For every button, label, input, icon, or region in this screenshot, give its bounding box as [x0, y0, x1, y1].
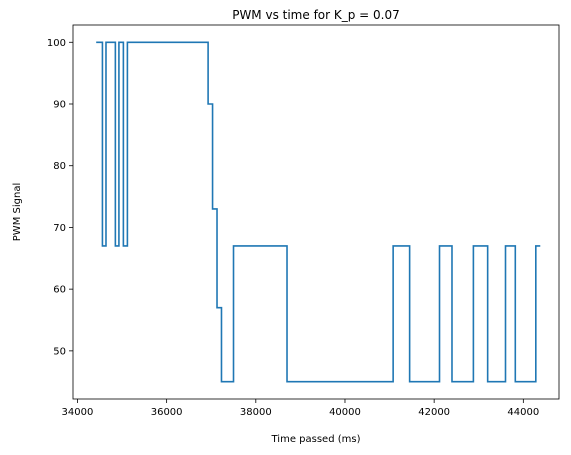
x-tick-label: 40000 — [329, 407, 361, 418]
y-tick-label: 100 — [47, 38, 66, 49]
plot-frame — [72, 24, 560, 400]
y-axis-label: PWM Signal — [12, 183, 23, 241]
y-tick-label: 90 — [53, 99, 66, 110]
x-tick-label: 36000 — [151, 407, 183, 418]
x-tick-label: 44000 — [507, 407, 539, 418]
x-axis-label: Time passed (ms) — [271, 434, 361, 445]
y-tick-label: 60 — [53, 285, 66, 296]
chart-title: PWM vs time for K_p = 0.07 — [232, 8, 400, 22]
x-tick-label: 38000 — [240, 407, 272, 418]
series-layer — [96, 41, 541, 383]
y-tick-label: 70 — [53, 223, 66, 234]
x-tick-label: 42000 — [418, 407, 450, 418]
x-tick-label: 34000 — [62, 407, 94, 418]
y-tick-label: 50 — [53, 346, 66, 357]
series-line-0 — [96, 41, 541, 383]
x-axis-ticks: 34000 36000 38000 40000 42000 44000 — [62, 399, 539, 418]
y-tick-label: 80 — [53, 161, 66, 172]
y-axis-ticks: 50 60 70 80 90 100 — [47, 38, 73, 357]
